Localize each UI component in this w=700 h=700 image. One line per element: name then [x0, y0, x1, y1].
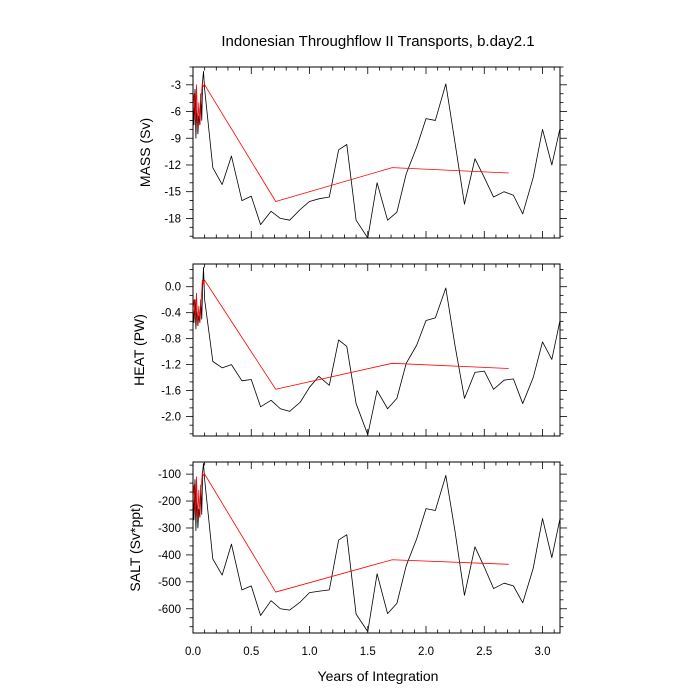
- panel-mass: -3 -6 -9 -12 -15 -18 MASS (Sv): [137, 66, 567, 239]
- panel-heat: 0.0 -0.4 -0.8 -1.2 -1.6 -2.0 HEAT (PW): [131, 263, 567, 437]
- panel-heat-series-mean-line: [193, 279, 509, 390]
- panel-salt-y-tick-label: -100: [158, 469, 181, 481]
- x-tick-label: 3.0: [535, 646, 551, 658]
- panel-salt-y-tick-label: -600: [158, 604, 181, 616]
- panel-heat-series: [193, 266, 560, 436]
- x-axis-label: Years of Integration: [318, 668, 439, 684]
- panel-heat-y-tick-label: -2.0: [161, 412, 181, 424]
- panel-salt-series-mean-line: [193, 472, 509, 593]
- panel-mass-series-mean-line: [193, 82, 509, 202]
- panel-mass-y-tick-label: -3: [171, 80, 181, 92]
- panel-salt-series: [193, 462, 560, 633]
- x-tick-label: 2.0: [418, 646, 434, 658]
- panel-mass-y-tick-label: -15: [164, 187, 181, 199]
- panel-mass-y-tick-label: -6: [171, 107, 181, 119]
- panel-salt: -100 -200 -300 -400 -500 -600 SALT (Sv*ppt) 0.0…: [127, 461, 567, 658]
- panel-mass-frame: [192, 66, 561, 239]
- x-tick-label: 1.0: [302, 646, 318, 658]
- x-tick-label: 1.5: [360, 646, 376, 658]
- panel-mass-series: [193, 71, 560, 238]
- panel-heat-y-tick-label: -1.6: [161, 386, 181, 398]
- panel-salt-frame: [192, 461, 561, 634]
- x-tick-label: 2.5: [476, 646, 492, 658]
- panel-mass-series-raw-line: [193, 71, 560, 238]
- panels: -3 -6 -9 -12 -15 -18 MASS (Sv) 0.0 -0.4 -0.8 -1.2 -…: [127, 66, 567, 658]
- panel-heat-x-ticks: [192, 264, 555, 436]
- panel-mass-y-axis-label: MASS (Sv): [137, 118, 153, 187]
- panel-mass-y-tick-label: -9: [171, 133, 181, 145]
- panel-salt-y-tick-label: -300: [158, 523, 181, 535]
- panel-mass-y-ticks: [186, 66, 567, 237]
- chart-title: Indonesian Throughflow II Transports, b.…: [221, 33, 534, 50]
- panel-heat-y-tick-label: 0.0: [165, 282, 181, 294]
- panel-salt-y-tick-label: -200: [158, 496, 181, 508]
- panel-salt-y-tick-label: -400: [158, 550, 181, 562]
- panel-mass-y-tick-label: -18: [164, 213, 181, 225]
- panel-salt-y-axis-label: SALT (Sv*ppt): [127, 503, 143, 591]
- panel-heat-y-axis-label: HEAT (PW): [131, 314, 147, 386]
- panel-heat-y-tick-label: -1.2: [161, 360, 181, 372]
- panel-salt-series-raw-line: [193, 462, 560, 633]
- panel-heat-y-tick-label: -0.4: [161, 308, 181, 320]
- panel-heat-y-ticks: [186, 269, 567, 435]
- panel-mass-y-tick-label: -12: [164, 160, 181, 172]
- x-tick-label: 0.0: [185, 646, 201, 658]
- panel-salt-y-ticks: [186, 464, 567, 628]
- panel-salt-x-ticks: [192, 462, 555, 633]
- panel-heat-y-tick-label: -0.8: [161, 334, 181, 346]
- panel-heat-series-raw-line: [193, 266, 560, 436]
- x-tick-label: 0.5: [243, 646, 259, 658]
- panel-mass-x-ticks: [192, 67, 555, 238]
- panel-salt-y-tick-label: -500: [158, 577, 181, 589]
- panel-heat-frame: [192, 263, 561, 437]
